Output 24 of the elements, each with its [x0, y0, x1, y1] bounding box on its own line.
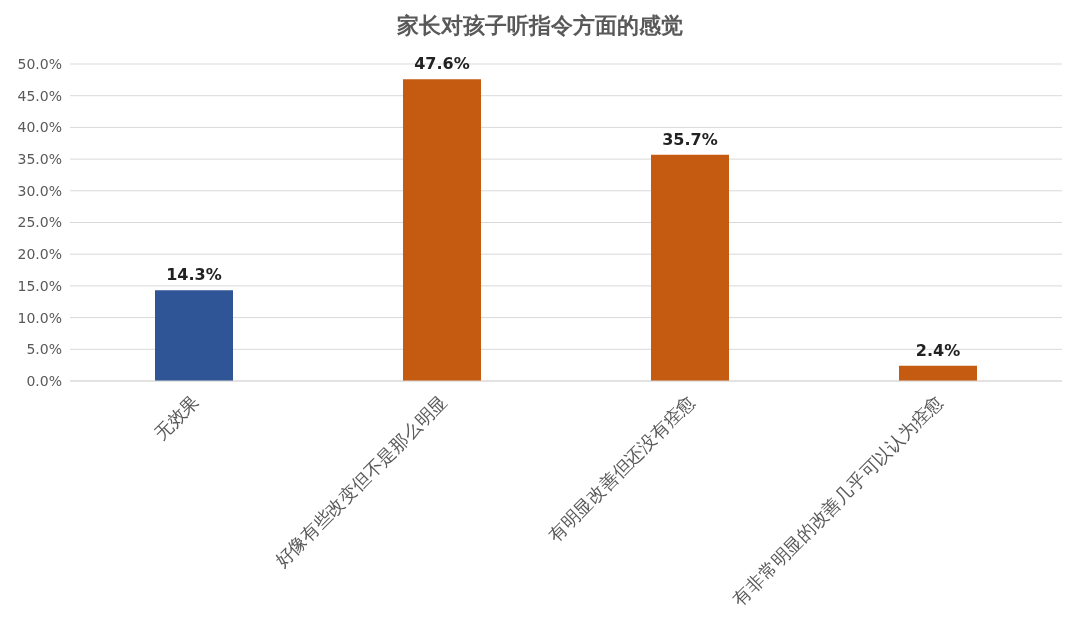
y-tick-label: 50.0%	[17, 55, 62, 72]
x-tick-label: 有非常明显的改善几乎可以认为痊愈	[728, 390, 947, 610]
data-label: 14.3%	[166, 265, 222, 285]
x-tick-label: 好像有些改变但不是那么明显	[270, 390, 451, 572]
bar	[155, 290, 233, 381]
bar	[651, 154, 729, 381]
y-tick-label: 30.0%	[17, 182, 62, 199]
y-tick-label: 45.0%	[17, 87, 62, 104]
y-tick-label: 10.0%	[17, 309, 62, 326]
y-tick-label: 20.0%	[17, 246, 62, 263]
y-tick-label: 35.0%	[17, 151, 62, 168]
data-label: 2.4%	[915, 340, 961, 360]
chart-title: 家长对孩子听指令方面的感觉	[396, 12, 684, 40]
y-tick-label: 0.0%	[26, 372, 62, 389]
data-label: 35.7%	[662, 129, 718, 149]
bar	[403, 79, 481, 381]
x-tick-label: 无效果	[149, 390, 203, 445]
x-tick-label: 有明显改善但还没有痊愈	[543, 390, 699, 546]
data-label: 47.6%	[414, 54, 470, 74]
y-tick-label: 25.0%	[17, 214, 62, 231]
y-tick-label: 40.0%	[17, 119, 62, 136]
bar	[899, 365, 977, 381]
y-tick-label: 5.0%	[26, 341, 62, 358]
y-tick-label: 15.0%	[17, 277, 62, 294]
